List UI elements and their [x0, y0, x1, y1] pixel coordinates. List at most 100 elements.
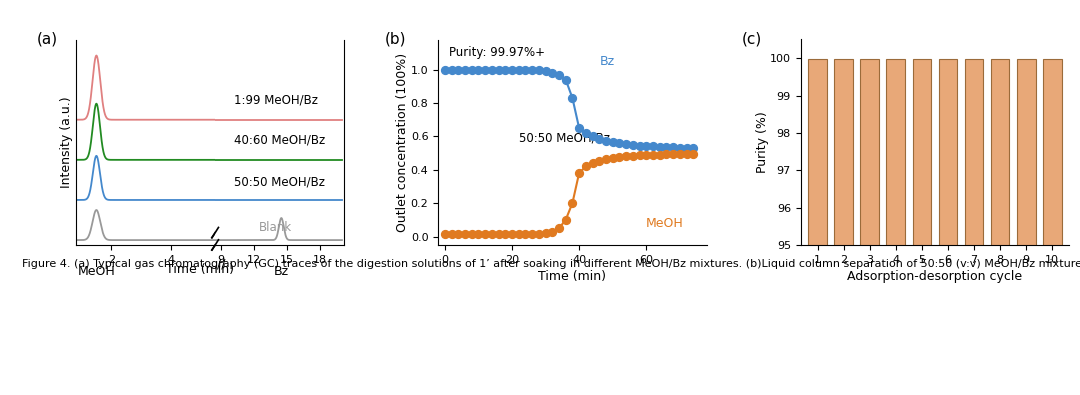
Point — [678, 151, 696, 157]
Y-axis label: Purity (%): Purity (%) — [756, 111, 769, 173]
Text: Blank: Blank — [259, 221, 293, 234]
Point — [510, 231, 527, 237]
Point — [618, 141, 635, 147]
Point — [449, 66, 467, 73]
Point — [631, 152, 648, 158]
Point — [537, 68, 554, 74]
Point — [611, 154, 629, 160]
Text: 50:50 MeOH/Bz: 50:50 MeOH/Bz — [234, 175, 325, 188]
Point — [476, 66, 494, 73]
Point — [436, 231, 454, 237]
Point — [604, 154, 621, 161]
Point — [483, 231, 500, 237]
Point — [685, 145, 702, 152]
Point — [645, 143, 662, 150]
Text: (a): (a) — [37, 31, 57, 46]
Bar — [834, 59, 853, 395]
Point — [524, 231, 541, 237]
Point — [651, 143, 669, 150]
Point — [436, 66, 454, 73]
Bar — [887, 59, 905, 395]
Text: 1:99 MeOH/Bz: 1:99 MeOH/Bz — [234, 93, 318, 106]
Point — [671, 151, 688, 157]
Text: Purity: 99.97%+: Purity: 99.97%+ — [449, 46, 545, 59]
Point — [551, 225, 568, 231]
Point — [463, 66, 481, 73]
X-axis label: Adsorption-desorption cycle: Adsorption-desorption cycle — [848, 270, 1023, 283]
Point — [645, 152, 662, 158]
Point — [543, 70, 561, 76]
Point — [490, 66, 508, 73]
Bar — [990, 59, 1010, 395]
Point — [516, 66, 534, 73]
Point — [470, 66, 487, 73]
Text: MeOH: MeOH — [646, 216, 684, 229]
Point — [631, 142, 648, 149]
Y-axis label: Outlet concentration (100%): Outlet concentration (100%) — [396, 53, 409, 232]
Point — [564, 95, 581, 101]
Point — [503, 66, 521, 73]
Point — [597, 137, 615, 144]
Bar — [1016, 59, 1036, 395]
Point — [497, 231, 514, 237]
Point — [604, 139, 621, 145]
Bar — [861, 59, 879, 395]
Point — [570, 125, 588, 131]
Point — [624, 141, 642, 148]
Point — [637, 143, 654, 149]
Bar — [964, 59, 984, 395]
Point — [577, 163, 594, 169]
Text: Figure 4. (a) Typical gas chromatography (GC) traces of the digestion solutions : Figure 4. (a) Typical gas chromatography… — [22, 259, 1080, 269]
Point — [658, 151, 675, 158]
Point — [671, 145, 688, 151]
Text: //: // — [217, 257, 225, 270]
Point — [591, 136, 608, 142]
Text: Bz: Bz — [599, 55, 615, 68]
Bar — [1043, 59, 1062, 395]
Point — [457, 66, 474, 73]
Point — [664, 151, 681, 157]
Point — [483, 66, 500, 73]
Point — [564, 200, 581, 206]
Point — [543, 228, 561, 235]
Text: 40:60 MeOH/Bz: 40:60 MeOH/Bz — [234, 133, 325, 146]
Point — [664, 144, 681, 150]
Point — [476, 231, 494, 237]
Text: (b): (b) — [384, 31, 406, 46]
Text: Time (min): Time (min) — [166, 263, 233, 276]
Text: 50:50 MeOH/Bz: 50:50 MeOH/Bz — [518, 132, 610, 144]
Point — [651, 151, 669, 158]
Point — [678, 145, 696, 151]
Point — [551, 71, 568, 78]
Point — [658, 144, 675, 150]
Point — [557, 76, 575, 83]
Point — [497, 66, 514, 73]
Point — [530, 67, 548, 73]
Point — [503, 231, 521, 237]
Point — [685, 150, 702, 157]
Point — [470, 231, 487, 237]
Point — [618, 153, 635, 160]
Point — [591, 158, 608, 164]
Point — [524, 66, 541, 73]
Point — [577, 130, 594, 136]
Point — [443, 231, 460, 237]
Point — [463, 231, 481, 237]
Point — [611, 140, 629, 146]
Point — [490, 231, 508, 237]
Text: MeOH: MeOH — [78, 265, 116, 278]
Point — [516, 231, 534, 237]
Text: (c): (c) — [742, 31, 761, 46]
X-axis label: Time (min): Time (min) — [539, 270, 606, 283]
Point — [624, 153, 642, 159]
Point — [637, 152, 654, 158]
Point — [443, 66, 460, 73]
Y-axis label: Intensity (a.u.): Intensity (a.u.) — [59, 96, 72, 188]
Point — [597, 156, 615, 162]
Bar — [808, 59, 827, 395]
Point — [449, 231, 467, 237]
Point — [510, 66, 527, 73]
Point — [584, 133, 602, 139]
Point — [557, 217, 575, 223]
Point — [537, 230, 554, 236]
